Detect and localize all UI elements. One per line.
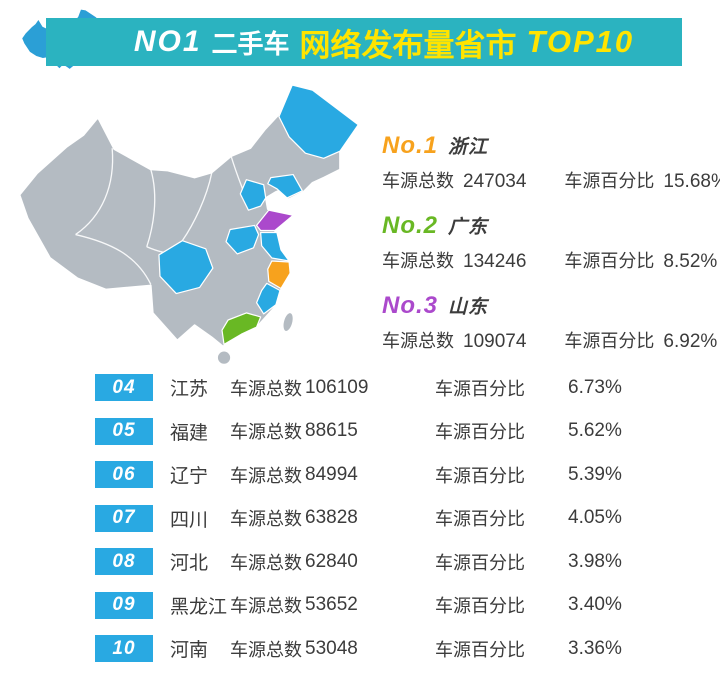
total-value: 53652 — [305, 594, 358, 616]
percent-value: 3.98% — [568, 550, 622, 572]
percent-label: 车源百分比 — [435, 509, 525, 530]
percent-value: 3.40% — [568, 594, 622, 616]
top3-stats: 车源总数 247034 车源百分比 15.68% — [382, 167, 720, 193]
percent-label: 车源百分比 — [435, 596, 525, 617]
total-value: 84994 — [305, 463, 358, 485]
rank-badge: 10 — [95, 635, 153, 663]
map-section: No.1 浙江 车源总数 247034 车源百分比 15.68% No.2 广东 车源总数… — [0, 80, 720, 365]
province-name: 黑龙江 — [170, 596, 228, 618]
total-label: 车源总数 — [230, 465, 302, 486]
rank-badge: 09 — [95, 591, 153, 619]
rank-badge: 08 — [95, 548, 153, 576]
province-sichuan — [158, 240, 214, 295]
island-taiwan — [282, 312, 294, 332]
total-value: 63828 — [305, 507, 358, 529]
total-value: 88615 — [305, 420, 358, 442]
percent-label: 车源百分比 — [435, 422, 525, 443]
rank-list: 04 江苏 车源总数 106109 车源百分比 6.73% 05 福建 车源总数… — [0, 366, 720, 671]
rank-label: No.1 — [382, 132, 439, 159]
top3-item-2: No.2 广东 车源总数 134246 车源百分比 8.52% — [382, 212, 720, 273]
rank-badge: 06 — [95, 461, 153, 489]
percent-value: 5.62% — [568, 420, 622, 442]
percent-value: 8.52% — [663, 251, 718, 272]
province-name: 河北 — [170, 553, 209, 575]
top3-panel: No.1 浙江 车源总数 247034 车源百分比 15.68% No.2 广东 车源总数… — [368, 80, 720, 364]
total-value: 106109 — [305, 376, 369, 398]
title-banner: NO1 二手车 网络发布量省市 TOP10 — [46, 18, 682, 66]
rank-label: No.3 — [382, 292, 439, 319]
province-name: 福建 — [170, 422, 209, 444]
province-name: 河南 — [170, 640, 209, 662]
total-label: 车源总数 — [230, 596, 302, 617]
total-value: 53048 — [305, 637, 358, 659]
total-value: 134246 — [463, 251, 527, 272]
rank-label: No.2 — [382, 212, 439, 239]
rank-row: 10 河南 车源总数 53048 车源百分比 3.36% — [0, 627, 720, 671]
province-hebei — [239, 179, 267, 211]
percent-label: 车源百分比 — [435, 378, 525, 399]
province-name: 江苏 — [170, 379, 209, 401]
province-henan — [225, 224, 260, 255]
province-shandong — [255, 209, 294, 232]
province-fujian — [255, 282, 281, 315]
percent-value: 6.92% — [663, 331, 718, 352]
top3-stats: 车源总数 134246 车源百分比 8.52% — [382, 247, 720, 273]
rank-row: 06 辽宁 车源总数 84994 车源百分比 5.39% — [0, 453, 720, 497]
rank-row: 04 江苏 车源总数 106109 车源百分比 6.73% — [0, 366, 720, 410]
percent-value: 5.39% — [568, 463, 622, 485]
total-label: 车源总数 — [230, 422, 302, 443]
percent-value: 6.73% — [568, 376, 622, 398]
percent-label: 车源百分比 — [435, 552, 525, 573]
percent-label: 车源百分比 — [435, 639, 525, 660]
percent-label: 车源百分比 — [564, 171, 655, 191]
rank-badge: 07 — [95, 504, 153, 532]
percent-value: 3.36% — [568, 637, 622, 659]
top3-title: No.1 浙江 — [382, 132, 720, 160]
total-label: 车源总数 — [230, 378, 302, 399]
top3-item-3: No.3 山东 车源总数 109074 车源百分比 6.92% — [382, 292, 720, 353]
total-label: 车源总数 — [382, 171, 454, 191]
percent-value: 15.68% — [663, 171, 720, 192]
rank-row: 05 福建 车源总数 88615 车源百分比 5.62% — [0, 410, 720, 454]
province-guangdong — [221, 312, 262, 346]
percent-label: 车源百分比 — [564, 251, 655, 271]
province-jiangsu — [260, 231, 290, 262]
total-label: 车源总数 — [230, 552, 302, 573]
rank-badge: 04 — [95, 374, 153, 402]
total-value: 247034 — [463, 171, 527, 192]
total-label: 车源总数 — [230, 639, 302, 660]
top3-title: No.3 山东 — [382, 292, 720, 320]
province-name: 浙江 — [448, 137, 489, 158]
rank-row: 09 黑龙江 车源总数 53652 车源百分比 3.40% — [0, 584, 720, 628]
percent-label: 车源百分比 — [564, 331, 655, 351]
total-value: 109074 — [463, 331, 527, 352]
percent-label: 车源百分比 — [435, 465, 525, 486]
top3-title: No.2 广东 — [382, 212, 720, 240]
total-value: 62840 — [305, 550, 358, 572]
percent-value: 4.05% — [568, 507, 622, 529]
top3-item-1: No.1 浙江 车源总数 247034 车源百分比 15.68% — [382, 132, 720, 193]
island-hainan — [216, 350, 232, 365]
province-name: 山东 — [448, 297, 489, 318]
title-highlight: 网络发布量省市 — [299, 27, 517, 63]
province-name: 辽宁 — [170, 466, 209, 488]
total-label: 车源总数 — [230, 509, 302, 530]
rank-row: 07 四川 车源总数 63828 车源百分比 4.05% — [0, 497, 720, 541]
top3-stats: 车源总数 109074 车源百分比 6.92% — [382, 327, 720, 353]
title-subject: 二手车 — [211, 28, 290, 59]
title-no1: NO1 — [133, 25, 202, 58]
province-heilongjiang — [278, 84, 359, 159]
province-zhejiang — [267, 260, 291, 290]
china-map — [18, 83, 361, 365]
province-name: 四川 — [170, 509, 209, 531]
province-liaoning — [267, 173, 303, 199]
total-label: 车源总数 — [382, 251, 454, 271]
rank-badge: 05 — [95, 417, 153, 445]
rank-row: 08 河北 车源总数 62840 车源百分比 3.98% — [0, 540, 720, 584]
title-top10: TOP10 — [526, 24, 635, 59]
province-name: 广东 — [448, 217, 489, 238]
total-label: 车源总数 — [382, 331, 454, 351]
